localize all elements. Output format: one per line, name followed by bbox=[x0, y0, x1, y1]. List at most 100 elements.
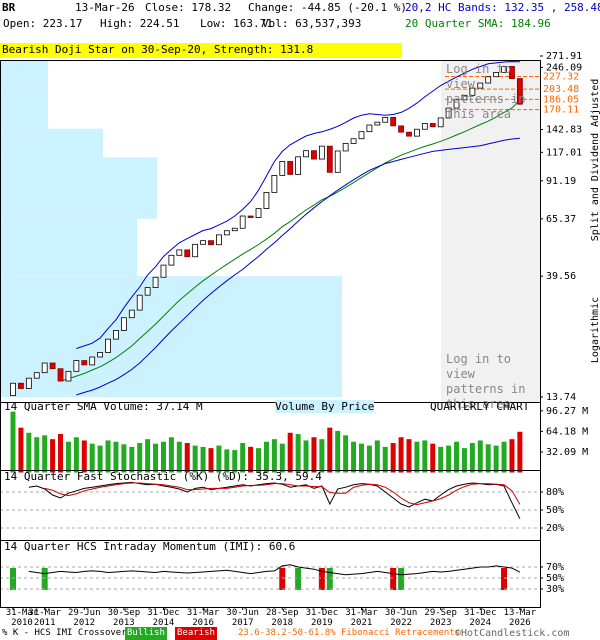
candle-body bbox=[358, 131, 365, 140]
volume-bar bbox=[113, 441, 119, 473]
volume-bar bbox=[446, 445, 452, 473]
candle-body bbox=[390, 116, 397, 127]
volume-bar bbox=[97, 445, 103, 473]
candle-body bbox=[311, 150, 317, 160]
candle-body bbox=[65, 370, 72, 382]
volume-bar bbox=[184, 443, 190, 473]
volume-bar bbox=[10, 411, 16, 473]
candle-body bbox=[247, 215, 254, 218]
y-tick-label: 64.18 M bbox=[546, 426, 588, 437]
volume-bar bbox=[89, 443, 95, 473]
volume-bar bbox=[256, 448, 262, 473]
volume-by-price bbox=[0, 218, 137, 277]
y-tick-label: 39.56 bbox=[546, 271, 576, 282]
volume-bar bbox=[232, 450, 238, 473]
candle-body bbox=[350, 138, 357, 144]
candle-body bbox=[342, 143, 349, 152]
candle-body bbox=[152, 276, 159, 289]
candle-body bbox=[366, 124, 373, 133]
candle-body bbox=[192, 243, 199, 258]
x-tick-label: 30-Jun 2017 bbox=[226, 608, 259, 628]
x-tick-label: 30-Jun 2022 bbox=[384, 608, 418, 628]
candle-body bbox=[501, 66, 507, 73]
candle-body bbox=[200, 240, 206, 245]
candle-body bbox=[326, 145, 333, 173]
y-tick-label: 271.91 bbox=[546, 51, 582, 62]
volume-bar bbox=[469, 443, 475, 473]
y-tick-label: 117.01 bbox=[546, 147, 582, 158]
candle-body bbox=[113, 330, 119, 340]
x-tick-label: 31-Mar 2011 bbox=[28, 608, 61, 628]
bearish-key: Bearish bbox=[175, 627, 217, 640]
candle-body bbox=[318, 145, 325, 160]
volume-bar bbox=[271, 439, 277, 473]
volume-bar bbox=[160, 441, 166, 473]
fib-label: 227.32 bbox=[543, 71, 579, 82]
x-tick-label: 31-Dec 2014 bbox=[147, 608, 180, 628]
crossover-bar bbox=[279, 568, 286, 590]
x-tick-label: 31-Mar 2016 bbox=[186, 608, 220, 628]
y-tick-label: 246.09 bbox=[546, 62, 582, 73]
candle-body bbox=[398, 125, 404, 133]
volume-bar bbox=[343, 435, 349, 473]
candle-body bbox=[168, 254, 175, 266]
credit: ©HotCandlestick.com bbox=[455, 628, 570, 639]
y-tick-label: 65.37 bbox=[546, 214, 576, 225]
volume-bar bbox=[121, 444, 127, 473]
high: High: 224.51 bbox=[100, 17, 180, 30]
y-tick-label: 13.74 bbox=[546, 392, 576, 403]
y-tick-label: 50% bbox=[546, 505, 564, 516]
x-tick-label: 29-Jun 2012 bbox=[68, 608, 101, 628]
fib-label: 203.48 bbox=[543, 84, 579, 95]
volume-bar bbox=[311, 437, 317, 473]
candle-body bbox=[406, 131, 412, 137]
fib-label: 186.05 bbox=[543, 94, 579, 105]
fib-note: 23.6-38.2-50-61.8% Fibonacci Retracement… bbox=[238, 628, 461, 638]
volume-bar bbox=[224, 449, 230, 473]
candle-body bbox=[421, 123, 428, 130]
volume-bar bbox=[501, 441, 507, 473]
candle-body bbox=[263, 191, 270, 209]
volume-bar bbox=[279, 443, 285, 473]
crossover-bar bbox=[318, 568, 325, 590]
volume-bar bbox=[129, 446, 135, 473]
candle-body bbox=[105, 338, 111, 353]
y-tick-label: 96.27 M bbox=[546, 406, 588, 417]
volume-bar bbox=[50, 439, 56, 473]
volume-bar bbox=[430, 443, 436, 473]
login-note: Log in to view patterns in this area bbox=[446, 62, 526, 121]
volume-bar bbox=[58, 434, 64, 473]
scale-label: Logarithmic bbox=[590, 297, 600, 363]
candle-body bbox=[271, 175, 278, 193]
login-note: Log in to view patterns in this area bbox=[446, 352, 526, 411]
candle-body bbox=[120, 317, 127, 331]
bands-label: 20,2 HC Bands: 132.35 , 258.48 bbox=[405, 1, 600, 14]
panel-title: 14 Quarter HCS Intraday Momentum (IMI): … bbox=[4, 540, 296, 553]
volume-bar bbox=[406, 439, 412, 473]
candle-body bbox=[184, 249, 191, 258]
volume-bar bbox=[287, 432, 293, 473]
volume-bar bbox=[65, 441, 71, 473]
y-tick-label: 142.83 bbox=[546, 125, 582, 136]
volume-bar bbox=[153, 443, 159, 473]
y-tick-label: 20% bbox=[546, 523, 564, 534]
volume-bar bbox=[168, 437, 174, 473]
volume-bar bbox=[216, 445, 222, 473]
panel-frame bbox=[0, 540, 541, 608]
close: Close: 178.32 bbox=[145, 1, 232, 14]
volume-bar bbox=[517, 431, 523, 473]
volume-bar bbox=[374, 440, 380, 473]
crossover-bar bbox=[41, 568, 48, 590]
volume-bar bbox=[461, 448, 467, 473]
candle-body bbox=[136, 294, 143, 311]
volume-bar bbox=[137, 443, 143, 473]
candle-body bbox=[33, 372, 40, 379]
candle-body bbox=[279, 161, 286, 176]
x-tick-label: 31-Dec 2024 bbox=[464, 608, 497, 628]
volume-bar bbox=[382, 446, 388, 473]
stochastic-line bbox=[44, 482, 521, 506]
candle-body bbox=[18, 382, 24, 389]
stochastic-line bbox=[28, 481, 521, 520]
candle-body bbox=[295, 156, 302, 175]
candle-body bbox=[334, 150, 341, 173]
